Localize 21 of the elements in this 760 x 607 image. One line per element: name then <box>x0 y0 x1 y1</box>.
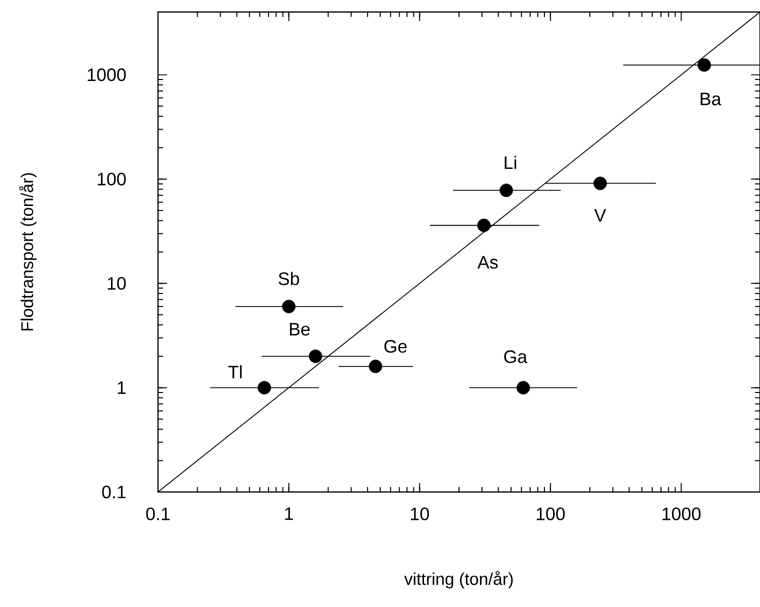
y-tick-label: 10 <box>108 277 126 290</box>
x-tick-label: 0.1 <box>146 508 170 520</box>
annotation: Ba <box>700 92 722 106</box>
x-tick-label: 10 <box>410 508 429 520</box>
x-tick-label: 1000 <box>662 508 701 520</box>
annotation: As <box>477 256 498 269</box>
annotation: V <box>594 209 606 222</box>
y-tick-label: 1000 <box>88 68 126 82</box>
y-tick-label: 0.1 <box>102 486 126 498</box>
annotation: Tl <box>228 365 242 378</box>
annotation: Li <box>504 156 516 169</box>
x-tick-label: 100 <box>536 508 565 520</box>
annotation: Sb <box>278 272 300 286</box>
y-axis-title: Flodtransport (ton/år) <box>19 173 37 330</box>
annotation: Ga <box>504 350 528 364</box>
annotation: Be <box>290 323 310 336</box>
x-tick-label: 1 <box>285 508 293 520</box>
y-tick-label: 1 <box>118 381 126 394</box>
annotation: Ge <box>384 340 407 353</box>
x-axis-title: vittring (ton/år) <box>404 571 513 588</box>
y-tick-label: 100 <box>98 172 126 186</box>
